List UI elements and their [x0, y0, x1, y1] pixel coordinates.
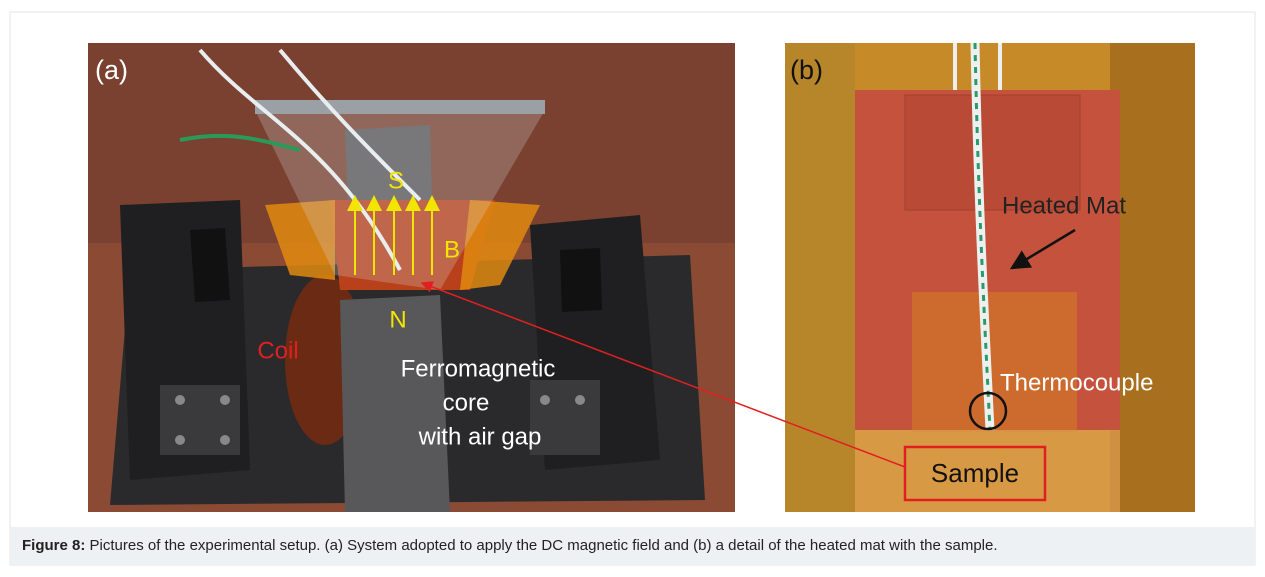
sample-label: Sample [931, 458, 1019, 488]
pole-label: S [388, 167, 404, 194]
field-label: B [444, 236, 460, 263]
figure: (a) S B N Coil Ferromagnetic core with a… [0, 0, 1265, 577]
caption-text: Pictures of the experimental setup. (a) … [90, 537, 998, 554]
page: {"figure": { "panels": [ {"label": "(a)"… [0, 0, 1265, 577]
thermocouple-label: Thermocouple [1000, 369, 1153, 396]
coil-label: Coil [257, 337, 298, 364]
core-label: with air gap [418, 423, 542, 450]
photo-a [88, 43, 735, 512]
core-label: Ferromagnetic [401, 355, 556, 382]
core-label: core [443, 389, 490, 416]
panel-label: (b) [790, 55, 823, 85]
photo-b [785, 43, 1195, 512]
mat-label: Heated Mat [1002, 192, 1126, 219]
pole-label: N [389, 306, 406, 333]
caption-label: Figure 8: [22, 537, 85, 554]
panel-label: (a) [95, 55, 128, 85]
caption: Figure 8: Pictures of the experimental s… [10, 527, 1255, 565]
